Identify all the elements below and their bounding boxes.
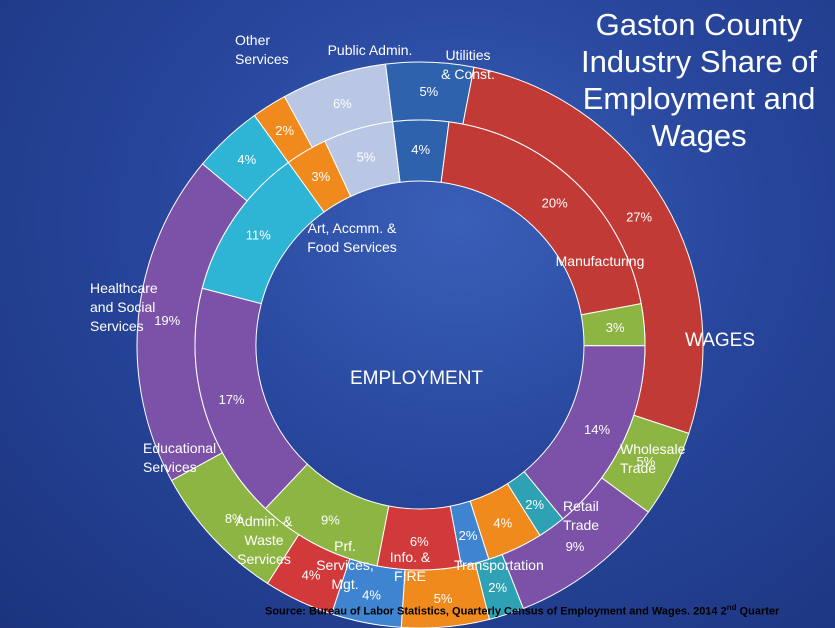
category-label-11: Art, Accmm. & Food Services (307, 220, 397, 255)
category-labels: Utilities & Const. Manufacturing Wholesale T… (90, 32, 686, 592)
employment-value-label-11: 11% (246, 227, 271, 242)
chart-title: Gaston County Industry Share of Employme… (580, 7, 818, 153)
employment-value-label-3: 3% (606, 320, 625, 335)
employment-value-label-13: 5% (357, 150, 376, 165)
wages-value-label-3: 5% (637, 454, 656, 469)
employment-series-label: EMPLOYMENT (350, 368, 484, 389)
wages-value-label-10: 19% (154, 313, 180, 328)
employment-ring: 4% 20% 3% 14% 2% 4% 2% 6% 9% 17% 11% 3% 5% (194, 119, 646, 571)
category-label-1: Utilities & Const. (441, 47, 495, 82)
wages-value-label-7: 4% (362, 587, 381, 602)
wages-value-label-13: 6% (333, 96, 352, 111)
wages-value-label-6: 5% (434, 591, 453, 606)
employment-value-label-6: 4% (493, 516, 512, 531)
category-label-3: Wholesale Trade (620, 441, 686, 476)
employment-value-label-7: 2% (459, 528, 478, 543)
employment-value-label-1: 4% (411, 142, 430, 157)
wages-value-label-9: 8% (225, 511, 244, 526)
employment-value-label-2: 20% (542, 196, 568, 211)
category-label-13: Public Admin. (328, 42, 413, 58)
category-label-10: Healthcare and Social Services (90, 280, 158, 334)
category-label-8: Admin. & Waste Services (236, 513, 293, 567)
category-label-9: Educational Services (143, 440, 216, 475)
employment-slice-13 (324, 121, 401, 198)
category-label-4: Retail Trade (563, 498, 599, 533)
employment-value-label-5: 2% (525, 497, 544, 512)
employment-value-label-9: 9% (321, 512, 340, 527)
employment-value-label-8: 6% (410, 534, 429, 549)
wages-value-label-1: 5% (419, 84, 438, 99)
employment-value-label-4: 14% (584, 422, 610, 437)
source-note: Source: Bureau of Labor Statistics, Quar… (265, 603, 780, 618)
wages-value-label-8: 4% (302, 567, 321, 582)
category-label-7: Prf. Services, Mgt. (316, 538, 374, 592)
category-label-5: Transportation (454, 557, 544, 573)
wages-value-label-4: 9% (566, 539, 585, 554)
category-label-12: Other Services (235, 32, 289, 67)
wages-value-label-5: 2% (488, 580, 507, 595)
wages-ring: 5% 27% 5% 9% 2% 5% 4% 4% 8% 19% 4% 2% 6% (136, 61, 704, 628)
wages-value-label-2: 27% (626, 209, 652, 224)
wages-value-label-11: 4% (237, 152, 256, 167)
wages-series-label: WAGES (685, 330, 756, 351)
category-label-6: Info. & FIRE (390, 549, 431, 584)
employment-value-label-12: 3% (311, 169, 330, 184)
category-label-2: Manufacturing (556, 253, 645, 269)
wages-value-label-12: 2% (275, 123, 294, 138)
employment-value-label-10: 17% (219, 392, 245, 407)
